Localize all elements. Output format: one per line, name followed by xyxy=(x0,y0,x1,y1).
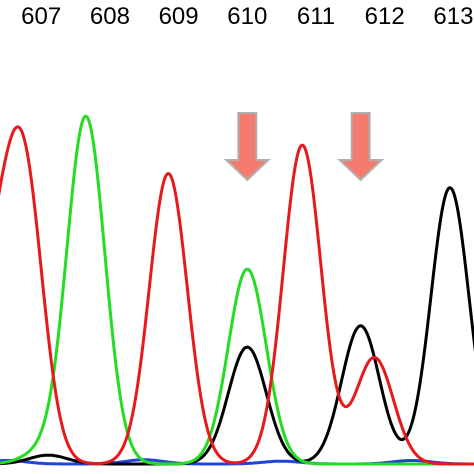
position-labels: 607 608 609 610 611 612 613 xyxy=(21,3,473,30)
position-label-609: 609 xyxy=(159,3,199,30)
position-label-607: 607 xyxy=(21,3,61,30)
trace-series xyxy=(0,114,474,466)
position-label-611: 611 xyxy=(297,3,335,30)
down-arrow-icon-1 xyxy=(337,112,385,182)
trace-line-0 xyxy=(0,125,474,466)
trace-line-2 xyxy=(0,186,474,466)
position-label-613: 613 xyxy=(433,3,473,30)
position-label-612: 612 xyxy=(365,3,405,30)
trace-line-1 xyxy=(0,114,474,466)
arrow-markers xyxy=(223,112,385,182)
position-label-610: 610 xyxy=(227,3,267,30)
position-label-608: 608 xyxy=(90,3,130,30)
down-arrow-icon-0 xyxy=(223,112,271,182)
